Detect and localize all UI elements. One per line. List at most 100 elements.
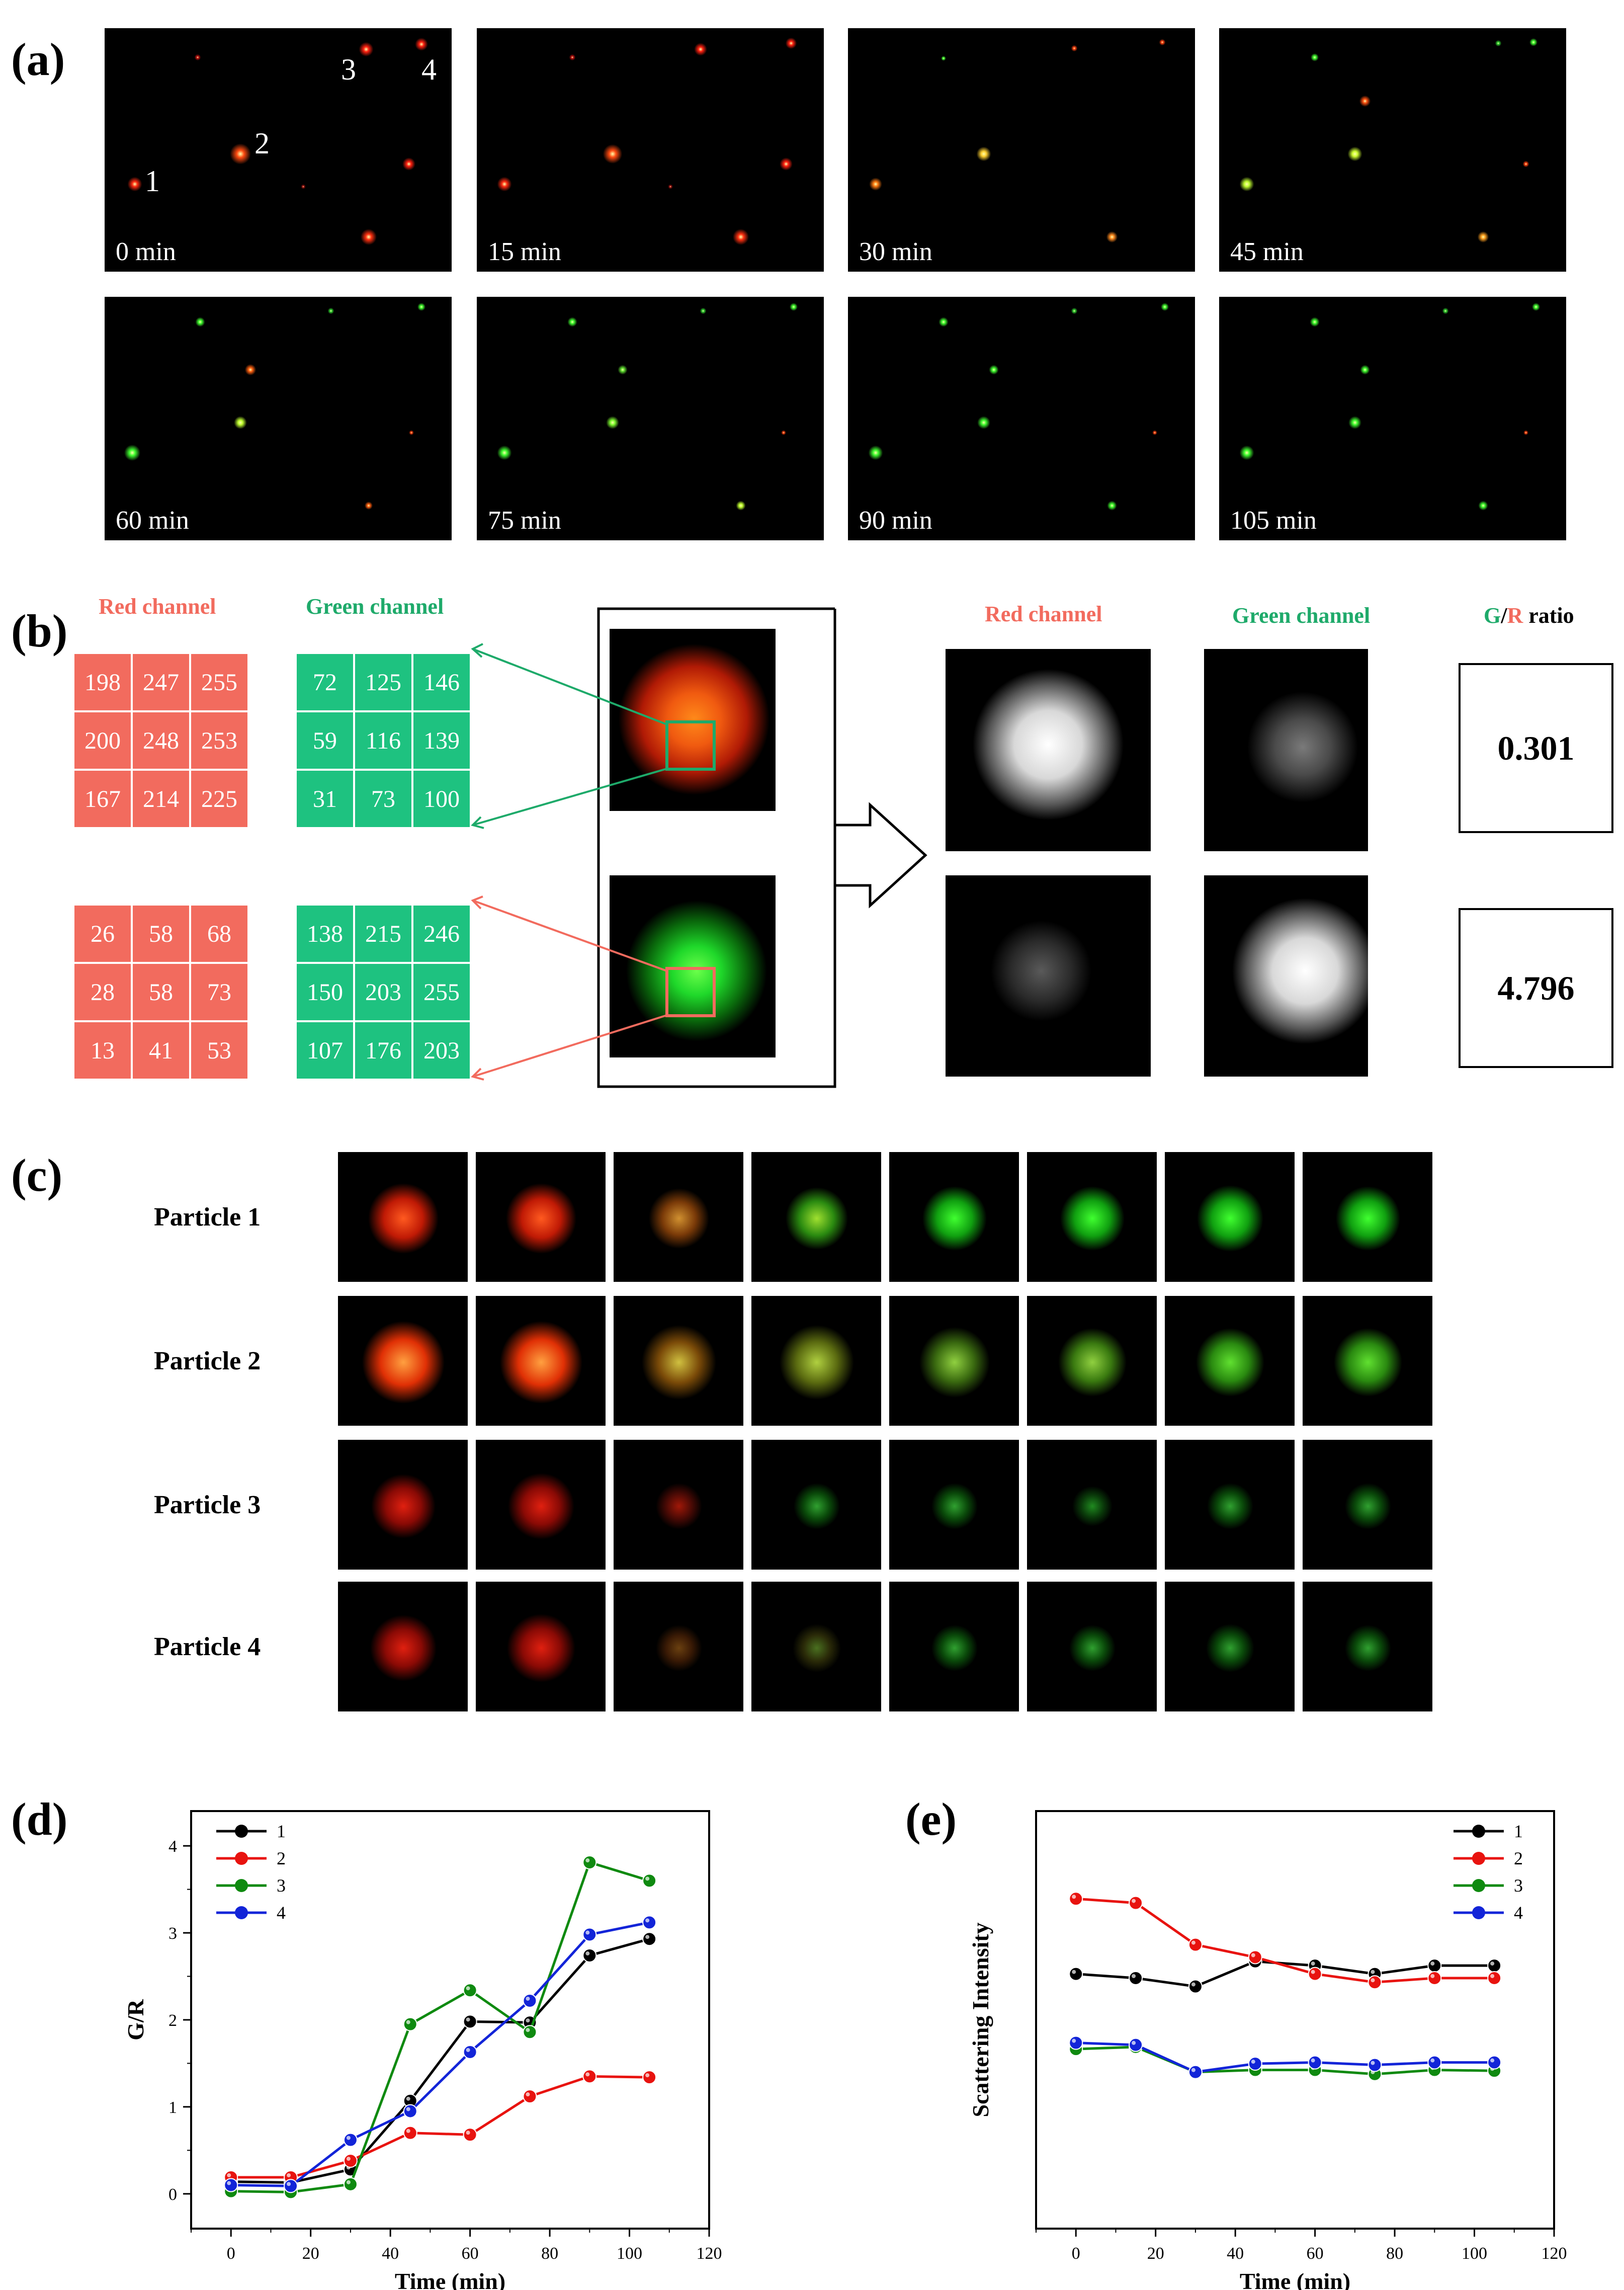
legend-marker xyxy=(1472,1879,1485,1892)
particle-tile xyxy=(751,1440,881,1570)
particle-spot xyxy=(989,365,999,375)
pixel-value-cell: 255 xyxy=(191,654,247,710)
x-tick-label: 120 xyxy=(1542,2244,1567,2263)
x-tick-label: 100 xyxy=(1462,2244,1487,2263)
data-point-highlight xyxy=(585,2072,590,2077)
particle-spot xyxy=(700,307,707,314)
particle-spot xyxy=(1069,1625,1116,1671)
y-tick-label: 2 xyxy=(168,2011,177,2030)
particle-spot xyxy=(1529,38,1537,46)
particle-spot xyxy=(234,416,247,429)
data-point xyxy=(1308,2055,1322,2070)
particle-tile xyxy=(1303,1152,1432,1282)
particle-spot xyxy=(301,184,306,189)
particle-tile-image xyxy=(642,1325,716,1400)
particle-spot xyxy=(1360,365,1370,375)
data-point-highlight xyxy=(1371,1970,1375,1974)
data-point xyxy=(1487,2055,1502,2070)
particle-tile-image xyxy=(1336,1186,1400,1251)
frame-spots-3 xyxy=(1239,38,1537,243)
particle-tile xyxy=(1027,1152,1157,1282)
data-point-highlight xyxy=(526,2018,530,2023)
data-point-highlight xyxy=(1311,1961,1315,1966)
bottom-green-grid: 138 215 246 150 203 255 107 176 203 xyxy=(297,906,470,1079)
particle-spot xyxy=(1071,45,1078,52)
particle-tile xyxy=(751,1582,881,1711)
particle-tile xyxy=(614,1296,743,1426)
plot-frame xyxy=(190,1810,710,2230)
panel-a-label: (a) xyxy=(11,34,65,85)
data-point xyxy=(1069,2035,1083,2050)
particle-spot xyxy=(931,1625,978,1671)
data-point-highlight xyxy=(1371,2061,1375,2065)
particle-spot xyxy=(1239,177,1254,192)
particle-tile xyxy=(476,1582,606,1711)
frame-time-label: 45 min xyxy=(1230,237,1304,266)
x-axis-label: Time (min) xyxy=(1240,2268,1350,2290)
particle-spot xyxy=(603,144,623,164)
particle-tile-image xyxy=(1060,1186,1125,1251)
particle-tile-image xyxy=(368,1183,439,1254)
particle-spot xyxy=(931,1483,978,1529)
data-point-highlight xyxy=(406,2107,410,2111)
particle-spot xyxy=(362,1321,445,1404)
panel-d-label: (d) xyxy=(11,1793,68,1845)
data-point xyxy=(1188,1937,1203,1952)
legend-marker xyxy=(235,1852,248,1865)
particle-tile-image xyxy=(931,1483,978,1529)
particle-spot xyxy=(1478,501,1488,511)
particle-spot xyxy=(656,1625,702,1671)
data-point xyxy=(642,1932,657,1946)
particle-spot xyxy=(1523,430,1528,435)
particle-spot xyxy=(1347,146,1362,161)
legend-label: 1 xyxy=(277,1821,286,1841)
pixel-value-cell: 58 xyxy=(133,964,189,1020)
data-point xyxy=(582,1948,597,1963)
particle-spot xyxy=(780,157,793,171)
particle-spot xyxy=(941,56,946,61)
data-point-highlight xyxy=(1430,2058,1435,2063)
data-point xyxy=(463,1983,477,1998)
top-red-grid: 198 247 255 200 248 253 167 214 225 xyxy=(74,654,247,827)
data-point xyxy=(1367,1975,1382,1990)
data-point xyxy=(343,2154,358,2168)
particle-spot xyxy=(618,365,628,375)
data-point xyxy=(224,2178,238,2192)
particle-spot xyxy=(1477,231,1489,243)
frame-spots-4 xyxy=(124,303,425,510)
x-tick-label: 120 xyxy=(697,2244,722,2263)
frame-6: 90 min xyxy=(848,297,1195,540)
data-point xyxy=(1188,1979,1203,1994)
particle-tile xyxy=(338,1152,468,1282)
data-point-highlight xyxy=(585,1858,590,1863)
data-point-highlight xyxy=(466,2017,470,2022)
particle-spot xyxy=(977,416,990,429)
particle-number-3: 3 xyxy=(341,53,356,86)
pixel-value-cell: 73 xyxy=(191,964,247,1020)
zoom-green-particle xyxy=(626,901,767,1041)
particle-spot xyxy=(1106,231,1118,243)
particle-tile-image xyxy=(1334,1328,1402,1397)
data-point-highlight xyxy=(645,1918,650,1923)
data-point-highlight xyxy=(1490,2058,1495,2063)
frame-0: 0 min 1 2 3 4 xyxy=(105,28,452,272)
particle-spot xyxy=(1058,1328,1127,1397)
particle-number-4: 4 xyxy=(421,53,437,86)
data-point-highlight xyxy=(227,2181,231,2185)
particle-spot xyxy=(497,177,512,192)
particle-spot xyxy=(417,303,425,311)
y-axis-label: G/R xyxy=(123,1999,148,2040)
particle-tile-image xyxy=(506,1183,576,1254)
particle-tile-image xyxy=(794,1483,840,1529)
particle-tile-image xyxy=(508,1473,574,1539)
pixel-value-cell: 138 xyxy=(297,906,353,962)
pixel-value-cell: 214 xyxy=(133,771,189,827)
frame-7: 105 min xyxy=(1219,297,1566,540)
panel-b-label: (b) xyxy=(11,605,68,657)
particle-tile-image xyxy=(1345,1483,1391,1529)
particle-spot xyxy=(415,38,428,51)
particle-tile-image xyxy=(1207,1483,1253,1529)
data-point-highlight xyxy=(526,2028,530,2032)
bottom-red-grid: 26 58 68 28 58 73 13 41 53 xyxy=(74,906,247,1079)
frame-spots-0 xyxy=(127,38,428,245)
